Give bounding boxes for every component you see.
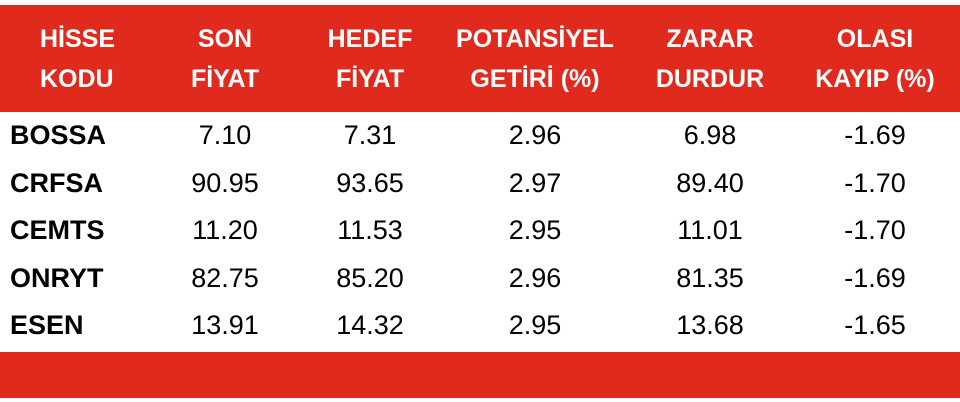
header-text: POTANSİYEL xyxy=(456,24,614,53)
header-text: KAYIP (%) xyxy=(815,64,935,93)
stock-code: ONRYT xyxy=(10,262,104,293)
cell-value: 2.96 xyxy=(508,262,562,293)
header-cell: HEDEF FİYAT xyxy=(300,5,440,112)
table-row: ESEN 13.91 14.32 2.95 13.68 -1.65 xyxy=(0,302,960,350)
header-cell: OLASI KAYIP (%) xyxy=(790,5,960,112)
cell-value: -1.69 xyxy=(844,120,906,151)
cell-value: -1.70 xyxy=(844,167,906,198)
cell-value: -1.69 xyxy=(844,262,906,293)
stock-table: HİSSE KODU SON FİYAT HEDEF FİYAT POTANSİYEL GET… xyxy=(0,5,960,350)
cell-value: 11.20 xyxy=(192,215,258,246)
cell-value: -1.70 xyxy=(844,215,906,246)
table-row: CRFSA 90.95 93.65 2.97 89.40 -1.70 xyxy=(0,160,960,208)
stock-code: BOSSA xyxy=(10,120,107,151)
table-row: ONRYT 82.75 85.20 2.96 81.35 -1.69 xyxy=(0,255,960,303)
cell-value: 11.01 xyxy=(677,215,743,246)
cell-value: 89.40 xyxy=(676,167,744,198)
header-text: ZARAR xyxy=(666,24,754,53)
cell-value: 2.95 xyxy=(508,215,562,246)
header-cell: SON FİYAT xyxy=(150,5,300,112)
table-body: BOSSA 7.10 7.31 2.96 6.98 -1.69 CRFSA 90.95 93.6… xyxy=(0,112,960,350)
cell-value: 93.65 xyxy=(336,167,404,198)
header-text: FİYAT xyxy=(335,64,405,93)
header-cell: POTANSİYEL GETİRİ (%) xyxy=(440,5,630,112)
cell-value: 2.97 xyxy=(508,167,562,198)
cell-value: 11.53 xyxy=(337,215,403,246)
cell-value: 14.32 xyxy=(336,310,404,341)
footer-bar xyxy=(0,352,960,398)
header-text: FİYAT xyxy=(190,64,260,93)
header-cell: HİSSE KODU xyxy=(0,5,150,112)
cell-value: 13.68 xyxy=(676,310,744,341)
header-text: DURDUR xyxy=(655,64,765,93)
cell-value: 2.96 xyxy=(508,120,562,151)
stock-code: CRFSA xyxy=(10,167,103,198)
header-text: GETİRİ (%) xyxy=(470,64,600,93)
cell-value: 6.98 xyxy=(683,120,737,151)
cell-value: -1.65 xyxy=(844,310,906,341)
header-text: HEDEF xyxy=(327,24,413,53)
cell-value: 13.91 xyxy=(191,310,259,341)
cell-value: 81.35 xyxy=(676,262,744,293)
cell-value: 7.31 xyxy=(343,120,397,151)
header-text: KODU xyxy=(40,64,114,93)
header-text: SON xyxy=(197,24,253,53)
header-cell: ZARAR DURDUR xyxy=(630,5,790,112)
header-text: OLASI xyxy=(836,24,914,53)
cell-value: 82.75 xyxy=(191,262,259,293)
cell-value: 7.10 xyxy=(198,120,252,151)
header-row: HİSSE KODU SON FİYAT HEDEF FİYAT POTANSİYEL GET… xyxy=(0,5,960,112)
stock-code: ESEN xyxy=(10,310,84,341)
cell-value: 2.95 xyxy=(508,310,562,341)
header-text: HİSSE xyxy=(40,24,116,53)
stock-code: CEMTS xyxy=(10,215,105,246)
cell-value: 90.95 xyxy=(191,167,259,198)
table-row: CEMTS 11.20 11.53 2.95 11.01 -1.70 xyxy=(0,207,960,255)
cell-value: 85.20 xyxy=(336,262,404,293)
table-row: BOSSA 7.10 7.31 2.96 6.98 -1.69 xyxy=(0,112,960,160)
